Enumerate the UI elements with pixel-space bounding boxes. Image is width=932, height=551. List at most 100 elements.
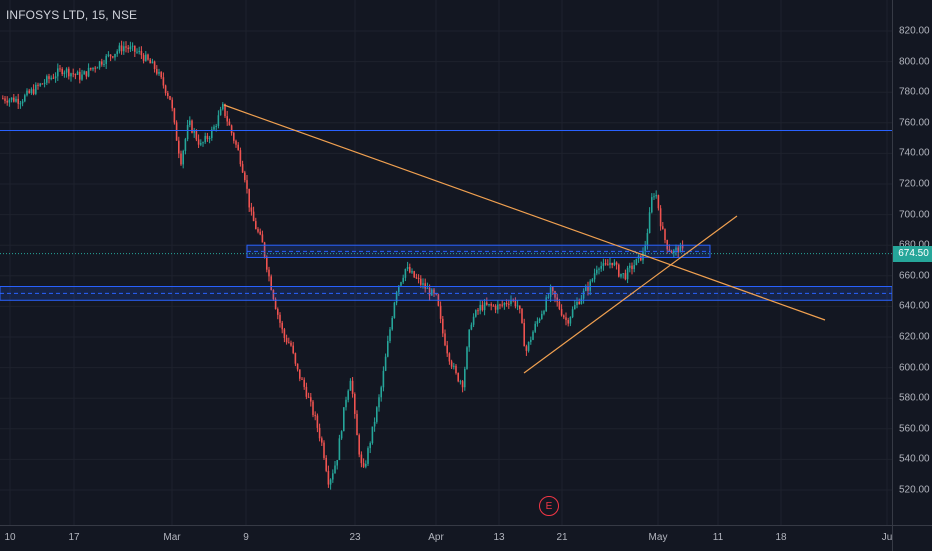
candle	[343, 407, 345, 432]
candle	[501, 300, 503, 308]
candle	[259, 228, 261, 236]
candle	[380, 385, 382, 402]
time-tick-label: 21	[556, 532, 568, 543]
candle	[483, 299, 486, 316]
candle	[233, 131, 235, 144]
time-tick-label: 17	[68, 532, 80, 543]
candle	[426, 282, 429, 289]
current-price-label: 674.50	[893, 245, 932, 262]
candle	[508, 299, 510, 309]
candle	[420, 275, 422, 288]
candle	[255, 217, 257, 230]
candle	[560, 304, 563, 317]
candle	[510, 295, 512, 307]
candle	[541, 310, 543, 320]
candle	[417, 274, 420, 284]
candle	[395, 290, 398, 306]
candle	[624, 269, 627, 281]
time-tick-label: 11	[712, 532, 724, 543]
candle	[644, 240, 646, 256]
candle	[19, 100, 22, 109]
candle	[409, 263, 411, 274]
candle	[211, 126, 213, 141]
candle	[653, 193, 655, 200]
candle	[239, 147, 242, 167]
price-axis[interactable]: 820.00 800.00 780.00 760.00 740.00 720.00 700.…	[892, 0, 932, 525]
candle	[384, 353, 387, 372]
candle	[316, 413, 319, 433]
candle	[424, 278, 426, 293]
candle	[442, 315, 444, 338]
candle	[59, 64, 61, 72]
candle	[299, 369, 301, 382]
candle	[270, 274, 272, 291]
time-tick-label: Mar	[163, 532, 181, 543]
candle	[68, 66, 70, 80]
candle	[574, 300, 576, 310]
time-tick-label: 9	[243, 532, 249, 543]
candle	[96, 66, 99, 69]
candle	[138, 46, 140, 55]
candlestick-chart[interactable]	[0, 0, 892, 525]
time-axis[interactable]: 10 17 Mar 9 23 Apr 13 21 May 11 18 Ju	[0, 525, 892, 551]
candle	[582, 288, 585, 304]
candle	[217, 110, 220, 129]
candle	[327, 465, 330, 488]
candle	[94, 66, 96, 73]
candle	[252, 206, 255, 222]
candle	[213, 124, 215, 130]
candle	[129, 41, 132, 52]
candle	[488, 303, 490, 307]
candle	[261, 230, 264, 243]
candle	[307, 392, 310, 398]
candle	[32, 84, 35, 96]
candle	[527, 341, 530, 353]
candle	[35, 82, 37, 96]
candle	[497, 300, 499, 314]
candle	[167, 90, 169, 99]
price-tick-label: 580.00	[899, 392, 930, 404]
candle	[28, 88, 30, 94]
candle	[446, 340, 448, 357]
candle	[290, 340, 292, 347]
candle	[76, 70, 79, 76]
candle	[503, 302, 506, 310]
candle	[257, 227, 259, 234]
candle	[246, 174, 248, 194]
candle	[43, 79, 46, 88]
candle	[13, 94, 15, 103]
candle	[444, 329, 446, 347]
price-tick-label: 740.00	[899, 147, 930, 159]
candle	[92, 67, 94, 72]
candle	[118, 42, 121, 54]
candle	[565, 312, 567, 326]
earnings-marker[interactable]: E	[539, 496, 559, 516]
candle	[371, 426, 374, 445]
candle	[356, 410, 358, 436]
candle	[52, 73, 55, 79]
candle	[521, 308, 523, 324]
candle	[266, 255, 268, 273]
price-tick-label: 640.00	[899, 300, 930, 312]
candle	[413, 270, 415, 278]
candle	[24, 93, 26, 103]
candle	[162, 72, 165, 89]
candle	[600, 261, 602, 272]
candle	[112, 56, 114, 59]
candle	[79, 68, 81, 84]
chart-pane[interactable]: INFOSYS LTD, 15, NSE E	[0, 0, 892, 525]
candle	[543, 309, 545, 316]
candle	[492, 304, 495, 307]
candle	[248, 188, 250, 212]
candle	[329, 478, 332, 490]
candle	[635, 258, 638, 266]
candle	[523, 318, 525, 347]
candle	[631, 262, 633, 275]
candle	[283, 327, 286, 343]
candle	[651, 193, 653, 214]
candle	[50, 75, 52, 81]
candle	[347, 389, 349, 403]
candle	[499, 303, 501, 310]
candle	[204, 132, 206, 144]
candle	[378, 394, 380, 412]
